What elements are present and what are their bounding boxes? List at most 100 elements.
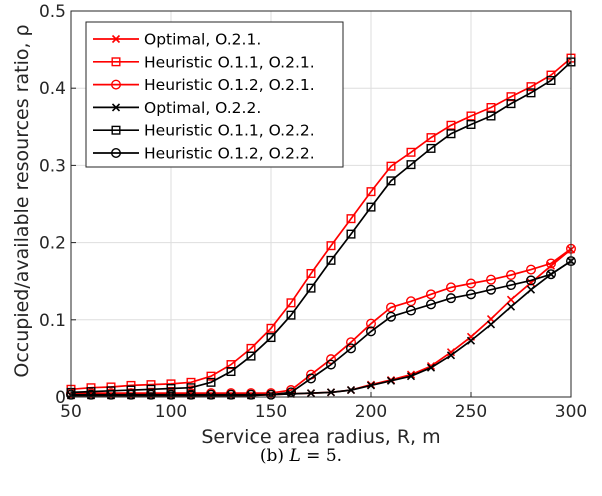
legend: Optimal, O.2.1. Heuristic O.1.1, O.2.1. He… — [85, 21, 344, 168]
data-point — [286, 298, 296, 308]
data-point — [546, 70, 556, 80]
legend-marker — [111, 57, 121, 67]
plot-frame — [70, 10, 572, 398]
data-point — [426, 363, 436, 372]
data-point — [386, 311, 397, 322]
data-point — [526, 275, 537, 286]
data-point — [366, 381, 376, 390]
data-point — [466, 111, 476, 121]
data-point — [466, 336, 476, 345]
data-point — [446, 120, 456, 130]
data-point — [506, 99, 516, 109]
legend-marker — [111, 34, 121, 44]
data-point — [546, 258, 557, 269]
data-point — [506, 280, 517, 291]
data-point — [486, 274, 497, 285]
x-tick-label: 250 — [455, 402, 487, 422]
y-tick-label: 0.4 — [39, 79, 66, 99]
data-point — [486, 111, 496, 121]
data-point — [245, 389, 256, 400]
chart: 50 100 150 200 250 300 0 0.1 0.2 0.3 0.4 0.5 Servic… — [11, 2, 587, 446]
data-point — [466, 289, 477, 300]
data-point — [366, 187, 376, 197]
data-point — [246, 351, 256, 361]
data-point — [326, 354, 337, 365]
data-point — [486, 320, 496, 329]
y-tick-label: 0.5 — [39, 2, 66, 22]
data-point — [326, 388, 336, 397]
data-point — [426, 133, 436, 143]
data-point — [406, 305, 417, 316]
ticks: 50 100 150 200 250 300 0 0.1 0.2 0.3 0.4 0.5 — [39, 2, 587, 422]
legend-marker — [111, 125, 121, 135]
y-tick-label: 0.1 — [39, 311, 66, 331]
y-tick-label: 0.2 — [39, 234, 66, 254]
x-tick-label: 300 — [555, 402, 587, 422]
series-heuristic-o-1-2-o-2-2 — [65, 256, 577, 400]
data-point — [105, 389, 116, 400]
data-point — [426, 143, 436, 153]
legend-box — [85, 21, 344, 168]
x-tick-label: 100 — [155, 402, 187, 422]
data-point — [286, 310, 296, 320]
legend-label: Heuristic O.1.1, O.2.1. — [144, 53, 315, 71]
data-point — [306, 283, 316, 293]
data-point — [426, 289, 437, 300]
series-heuristic-o-1-1-o-2-2 — [66, 57, 576, 397]
data-point — [306, 373, 317, 384]
data-point — [406, 372, 416, 381]
data-point — [506, 270, 517, 281]
data-point — [546, 75, 556, 85]
legend-marker — [110, 147, 121, 158]
data-point — [266, 389, 277, 400]
data-point — [526, 88, 536, 98]
data-point — [386, 176, 396, 186]
data-point — [446, 282, 457, 293]
data-point — [486, 102, 496, 112]
data-point — [426, 299, 437, 310]
data-point — [366, 318, 377, 329]
figure-caption: (b) L = 5. — [259, 446, 343, 466]
data-point — [346, 385, 356, 395]
x-tick-label: 50 — [60, 402, 82, 422]
data-point — [346, 214, 356, 224]
data-point — [326, 359, 337, 370]
legend-label: Optimal, O.2.2. — [144, 99, 261, 117]
data-point — [146, 384, 156, 394]
data-point — [306, 389, 316, 398]
series-line — [71, 260, 572, 396]
data-point — [406, 160, 416, 170]
data-point — [526, 285, 536, 294]
data-point — [506, 302, 516, 311]
y-tick-label: 0 — [55, 388, 66, 408]
data-point — [186, 383, 196, 393]
data-point — [125, 389, 136, 400]
data-point — [145, 389, 156, 400]
data-point — [85, 389, 96, 400]
data-point — [366, 202, 376, 212]
data-point — [546, 269, 557, 280]
legend-item: Heuristic O.1.2, O.2.2. — [93, 145, 315, 163]
legend-label: Heuristic O.1.2, O.2.1. — [144, 76, 315, 94]
data-point — [506, 295, 516, 304]
data-point — [406, 147, 416, 157]
data-point — [526, 264, 537, 275]
data-point — [185, 389, 196, 400]
data-point — [366, 326, 377, 337]
legend-label: Optimal, O.2.1. — [144, 31, 261, 49]
data-point — [386, 376, 396, 385]
data-point — [346, 337, 357, 348]
data-point — [326, 241, 336, 251]
data-point — [386, 161, 396, 171]
data-point — [306, 268, 316, 278]
data-point — [466, 119, 476, 129]
legend-item: Heuristic O.1.2, O.2.1. — [93, 76, 315, 94]
data-point — [466, 278, 477, 289]
x-axis-label: Service area radius, R, m — [201, 426, 440, 446]
data-point — [186, 377, 196, 387]
data-point — [526, 82, 536, 92]
data-point — [346, 343, 357, 354]
legend-label: Heuristic O.1.1, O.2.2. — [144, 122, 315, 140]
data-point — [346, 229, 356, 239]
data-point — [205, 389, 216, 400]
